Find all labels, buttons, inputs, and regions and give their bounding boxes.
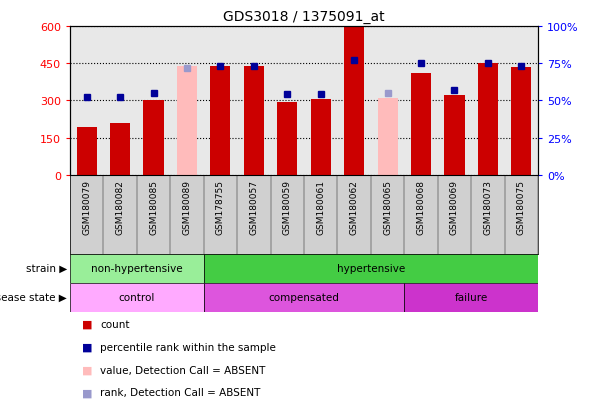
- Text: GSM180089: GSM180089: [182, 179, 192, 234]
- Text: compensated: compensated: [269, 292, 339, 302]
- Bar: [311, 100, 331, 176]
- Text: GSM180069: GSM180069: [450, 179, 459, 234]
- Bar: [204, 254, 538, 283]
- Bar: [511, 68, 531, 176]
- Text: strain ▶: strain ▶: [26, 263, 67, 273]
- Text: GSM180079: GSM180079: [82, 179, 91, 234]
- Bar: [70, 283, 204, 312]
- Bar: [110, 123, 130, 176]
- Text: hypertensive: hypertensive: [337, 263, 405, 273]
- Bar: [204, 283, 404, 312]
- Text: GSM180059: GSM180059: [283, 179, 292, 234]
- Text: GSM180082: GSM180082: [116, 179, 125, 234]
- Text: ■: ■: [82, 365, 92, 375]
- Text: ■: ■: [82, 342, 92, 352]
- Text: GSM180073: GSM180073: [483, 179, 492, 234]
- Bar: [143, 101, 164, 176]
- Bar: [177, 66, 197, 176]
- Text: GSM180085: GSM180085: [149, 179, 158, 234]
- Bar: [210, 66, 230, 176]
- Text: ■: ■: [82, 387, 92, 397]
- Text: non-hypertensive: non-hypertensive: [91, 263, 182, 273]
- Text: GSM180062: GSM180062: [350, 179, 359, 234]
- Bar: [344, 28, 364, 176]
- Bar: [277, 102, 297, 176]
- Text: GSM180068: GSM180068: [416, 179, 426, 234]
- Bar: [404, 283, 538, 312]
- Text: failure: failure: [455, 292, 488, 302]
- Text: GSM180065: GSM180065: [383, 179, 392, 234]
- Text: ■: ■: [82, 319, 92, 329]
- Bar: [378, 99, 398, 176]
- Text: GSM180057: GSM180057: [249, 179, 258, 234]
- Title: GDS3018 / 1375091_at: GDS3018 / 1375091_at: [223, 10, 385, 24]
- Text: rank, Detection Call = ABSENT: rank, Detection Call = ABSENT: [100, 387, 261, 397]
- Text: disease state ▶: disease state ▶: [0, 292, 67, 302]
- Bar: [444, 96, 465, 176]
- Text: count: count: [100, 319, 130, 329]
- Text: GSM180061: GSM180061: [316, 179, 325, 234]
- Text: control: control: [119, 292, 155, 302]
- Bar: [478, 64, 498, 176]
- Bar: [244, 66, 264, 176]
- Text: GSM180075: GSM180075: [517, 179, 526, 234]
- Bar: [411, 74, 431, 176]
- Bar: [70, 254, 204, 283]
- Text: percentile rank within the sample: percentile rank within the sample: [100, 342, 276, 352]
- Bar: [77, 127, 97, 176]
- Text: GSM178755: GSM178755: [216, 179, 225, 234]
- Text: value, Detection Call = ABSENT: value, Detection Call = ABSENT: [100, 365, 266, 375]
